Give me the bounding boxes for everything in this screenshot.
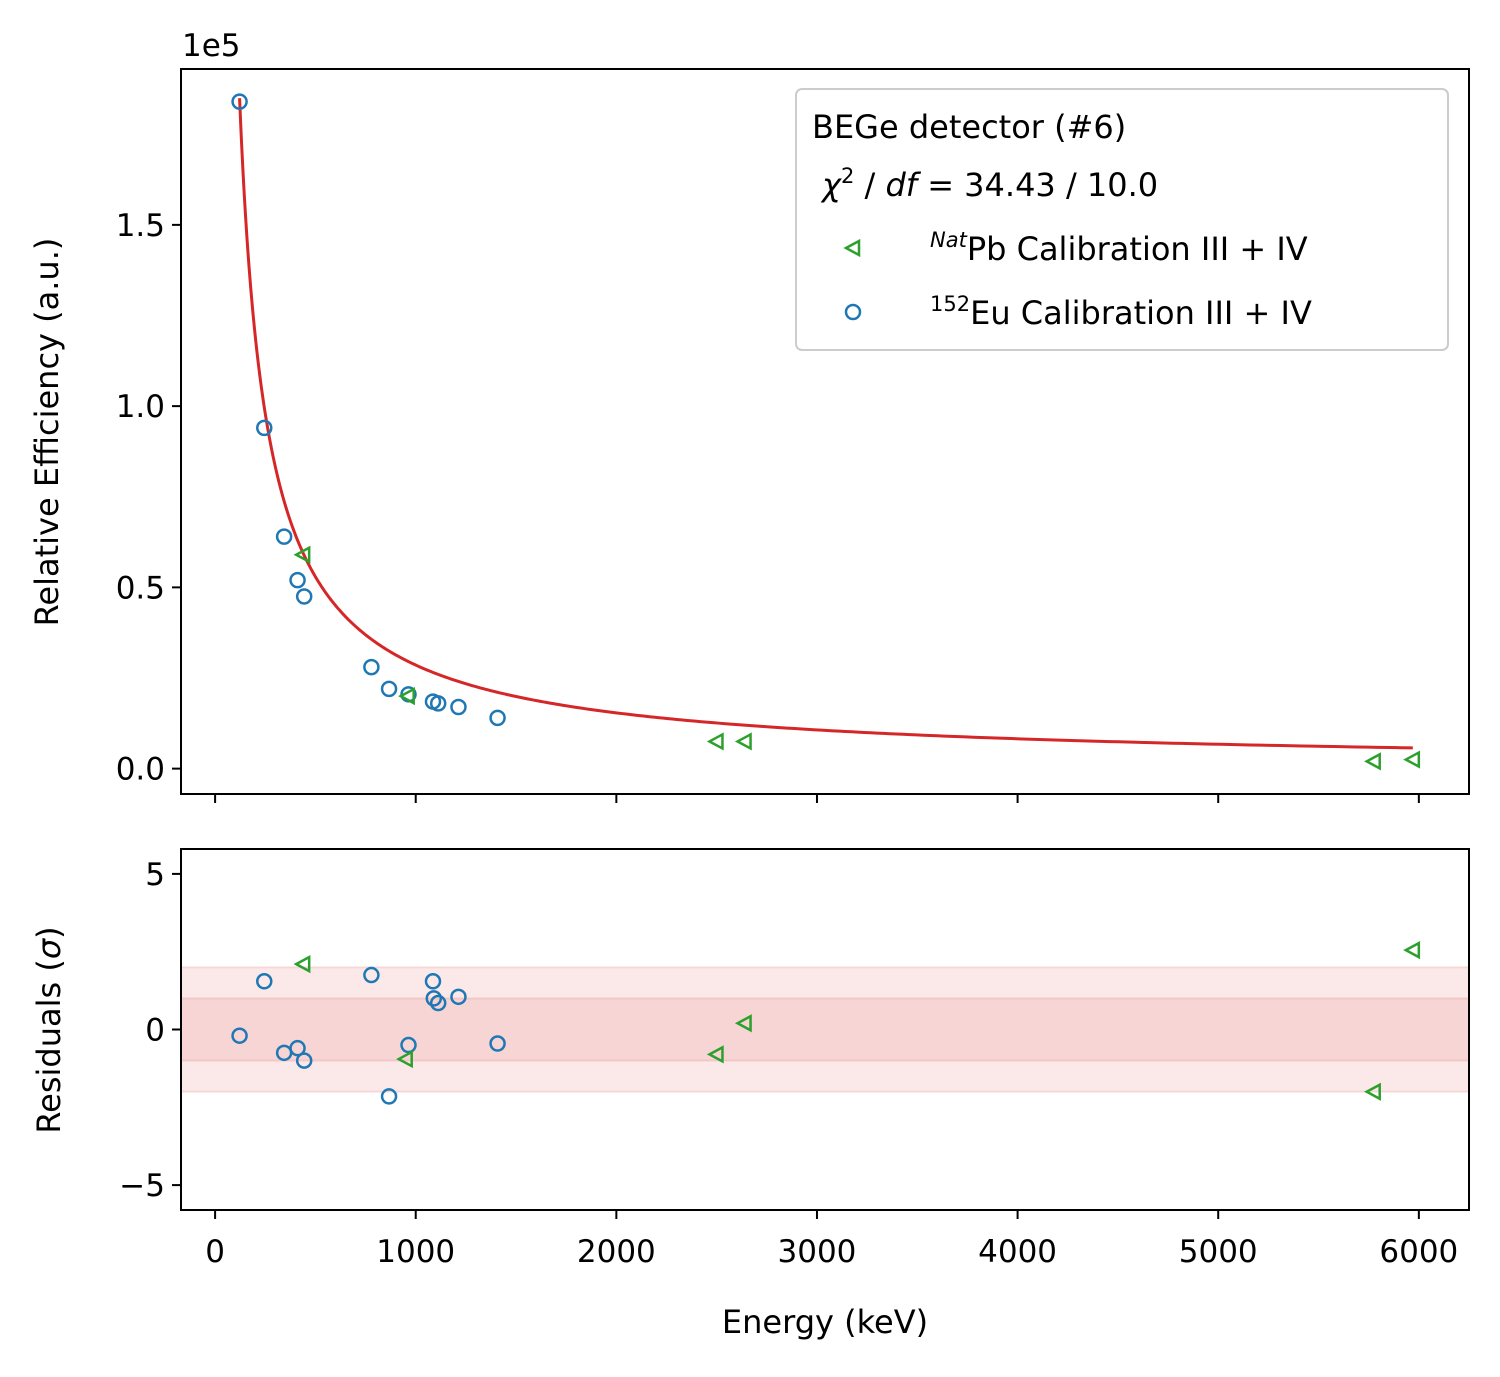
residual-label-prefix: Residuals ( bbox=[30, 959, 68, 1133]
residual-point-s0-11 bbox=[450, 988, 467, 1006]
bottom-ytick-label-0: −5 bbox=[119, 1168, 165, 1204]
residual-point-s1-4 bbox=[1364, 1082, 1381, 1101]
bottom-xtick-label-1: 1000 bbox=[376, 1234, 455, 1270]
top-point-s1-4 bbox=[1364, 752, 1381, 771]
residual-point-s0-6 bbox=[380, 1088, 398, 1105]
bottom-xtick-label-4: 4000 bbox=[978, 1234, 1057, 1270]
legend-title: BEGe detector (#6) bbox=[812, 108, 1126, 146]
top-ytick-label-3: 1.5 bbox=[116, 208, 165, 244]
top-ytick-label-0: 0.0 bbox=[116, 752, 165, 788]
top-point-s1-5 bbox=[1403, 750, 1421, 769]
residual-point-s0-9 bbox=[425, 990, 443, 1007]
legend-entry-eu-text: Eu Calibration III + IV bbox=[970, 294, 1312, 332]
top-ytick-label-2: 1.0 bbox=[116, 389, 165, 425]
top-point-s0-9 bbox=[429, 695, 447, 712]
top-point-s1-2 bbox=[706, 732, 724, 751]
legend-marker-pb bbox=[843, 238, 861, 258]
residual-point-s0-10 bbox=[429, 994, 447, 1012]
top-point-s0-0 bbox=[231, 93, 248, 110]
legend: BEGe detector (#6) χ2 / df = 34.43 / 10.… bbox=[795, 88, 1449, 351]
legend-chi-symbol: χ bbox=[820, 166, 842, 204]
fit-curve bbox=[238, 98, 1413, 750]
residual-point-s0-0 bbox=[231, 1027, 248, 1044]
legend-entry-pb: NatPb Calibration III + IV bbox=[930, 228, 1308, 268]
residual-label-sigma: σ bbox=[30, 937, 68, 959]
legend-df: df bbox=[885, 166, 921, 204]
legend-entry-pb-text: Pb Calibration III + IV bbox=[967, 230, 1308, 268]
x-axis-label: Energy (keV) bbox=[722, 1303, 928, 1341]
legend-box bbox=[795, 88, 1449, 351]
legend-chi-slash: / bbox=[854, 166, 885, 204]
bottom-xtick-label-5: 5000 bbox=[1179, 1234, 1258, 1270]
residual-point-s0-3 bbox=[289, 1039, 306, 1057]
top-ytick-label-1: 0.5 bbox=[116, 570, 165, 606]
residual-point-s0-12 bbox=[489, 1035, 506, 1052]
top-point-s0-11 bbox=[489, 709, 506, 727]
legend-chi-values: = 34.43 / 10.0 bbox=[917, 166, 1158, 204]
top-point-s0-10 bbox=[450, 698, 467, 716]
residual-point-s0-7 bbox=[400, 1036, 417, 1054]
top-panel: 0.0 0.5 1.0 1.5 bbox=[116, 68, 1470, 803]
legend-chi-line: χ2 / df = 34.43 / 10.0 bbox=[820, 164, 1158, 204]
top-point-s0-1 bbox=[256, 419, 273, 437]
residual-label-suffix: ) bbox=[30, 926, 68, 938]
bottom-xtick-label-6: 6000 bbox=[1379, 1234, 1458, 1270]
top-plot-frame bbox=[180, 68, 1470, 795]
residual-point-s0-4 bbox=[295, 1052, 313, 1069]
bottom-ytick-label-2: 5 bbox=[145, 857, 165, 893]
top-point-s0-4 bbox=[295, 588, 313, 605]
legend-entry-pb-sup: Nat bbox=[930, 228, 968, 252]
top-point-s1-1 bbox=[398, 687, 415, 706]
legend-entry-eu-sup: 152 bbox=[930, 292, 970, 316]
legend-chi-sup: 2 bbox=[841, 164, 854, 188]
residual-point-s1-5 bbox=[1403, 941, 1421, 960]
top-point-s0-2 bbox=[275, 528, 293, 545]
top-point-s1-3 bbox=[734, 732, 752, 751]
residual-point-s1-3 bbox=[734, 1014, 752, 1033]
legend-entry-eu: 152Eu Calibration III + IV bbox=[930, 292, 1312, 332]
bottom-panel: −5 0 5 0 1000 2000 3000 4000 5000 6000 bbox=[119, 848, 1470, 1270]
top-point-s0-6 bbox=[380, 680, 398, 698]
residual-band-1 bbox=[180, 997, 1470, 1062]
residual-point-s1-2 bbox=[706, 1045, 724, 1064]
bottom-y-axis-label: Residuals (σ) bbox=[30, 926, 68, 1133]
residual-point-s0-1 bbox=[256, 973, 273, 990]
bottom-xtick-label-3: 3000 bbox=[778, 1234, 857, 1270]
residual-point-s1-0 bbox=[293, 955, 311, 974]
residual-point-s0-5 bbox=[363, 966, 380, 984]
bottom-xtick-label-0: 0 bbox=[205, 1234, 225, 1270]
legend-marker-eu bbox=[844, 303, 862, 321]
top-y-axis-label: Relative Efficiency (a.u.) bbox=[28, 238, 66, 627]
y-offset-label: 1e5 bbox=[182, 28, 241, 64]
top-point-s0-5 bbox=[363, 658, 380, 676]
residual-point-s0-8 bbox=[424, 973, 442, 990]
bottom-ytick-label-1: 0 bbox=[145, 1013, 165, 1049]
top-point-s1-0 bbox=[293, 545, 311, 564]
top-point-s0-3 bbox=[289, 571, 306, 589]
bottom-xtick-label-2: 2000 bbox=[577, 1234, 656, 1270]
residual-point-s1-1 bbox=[396, 1049, 413, 1069]
